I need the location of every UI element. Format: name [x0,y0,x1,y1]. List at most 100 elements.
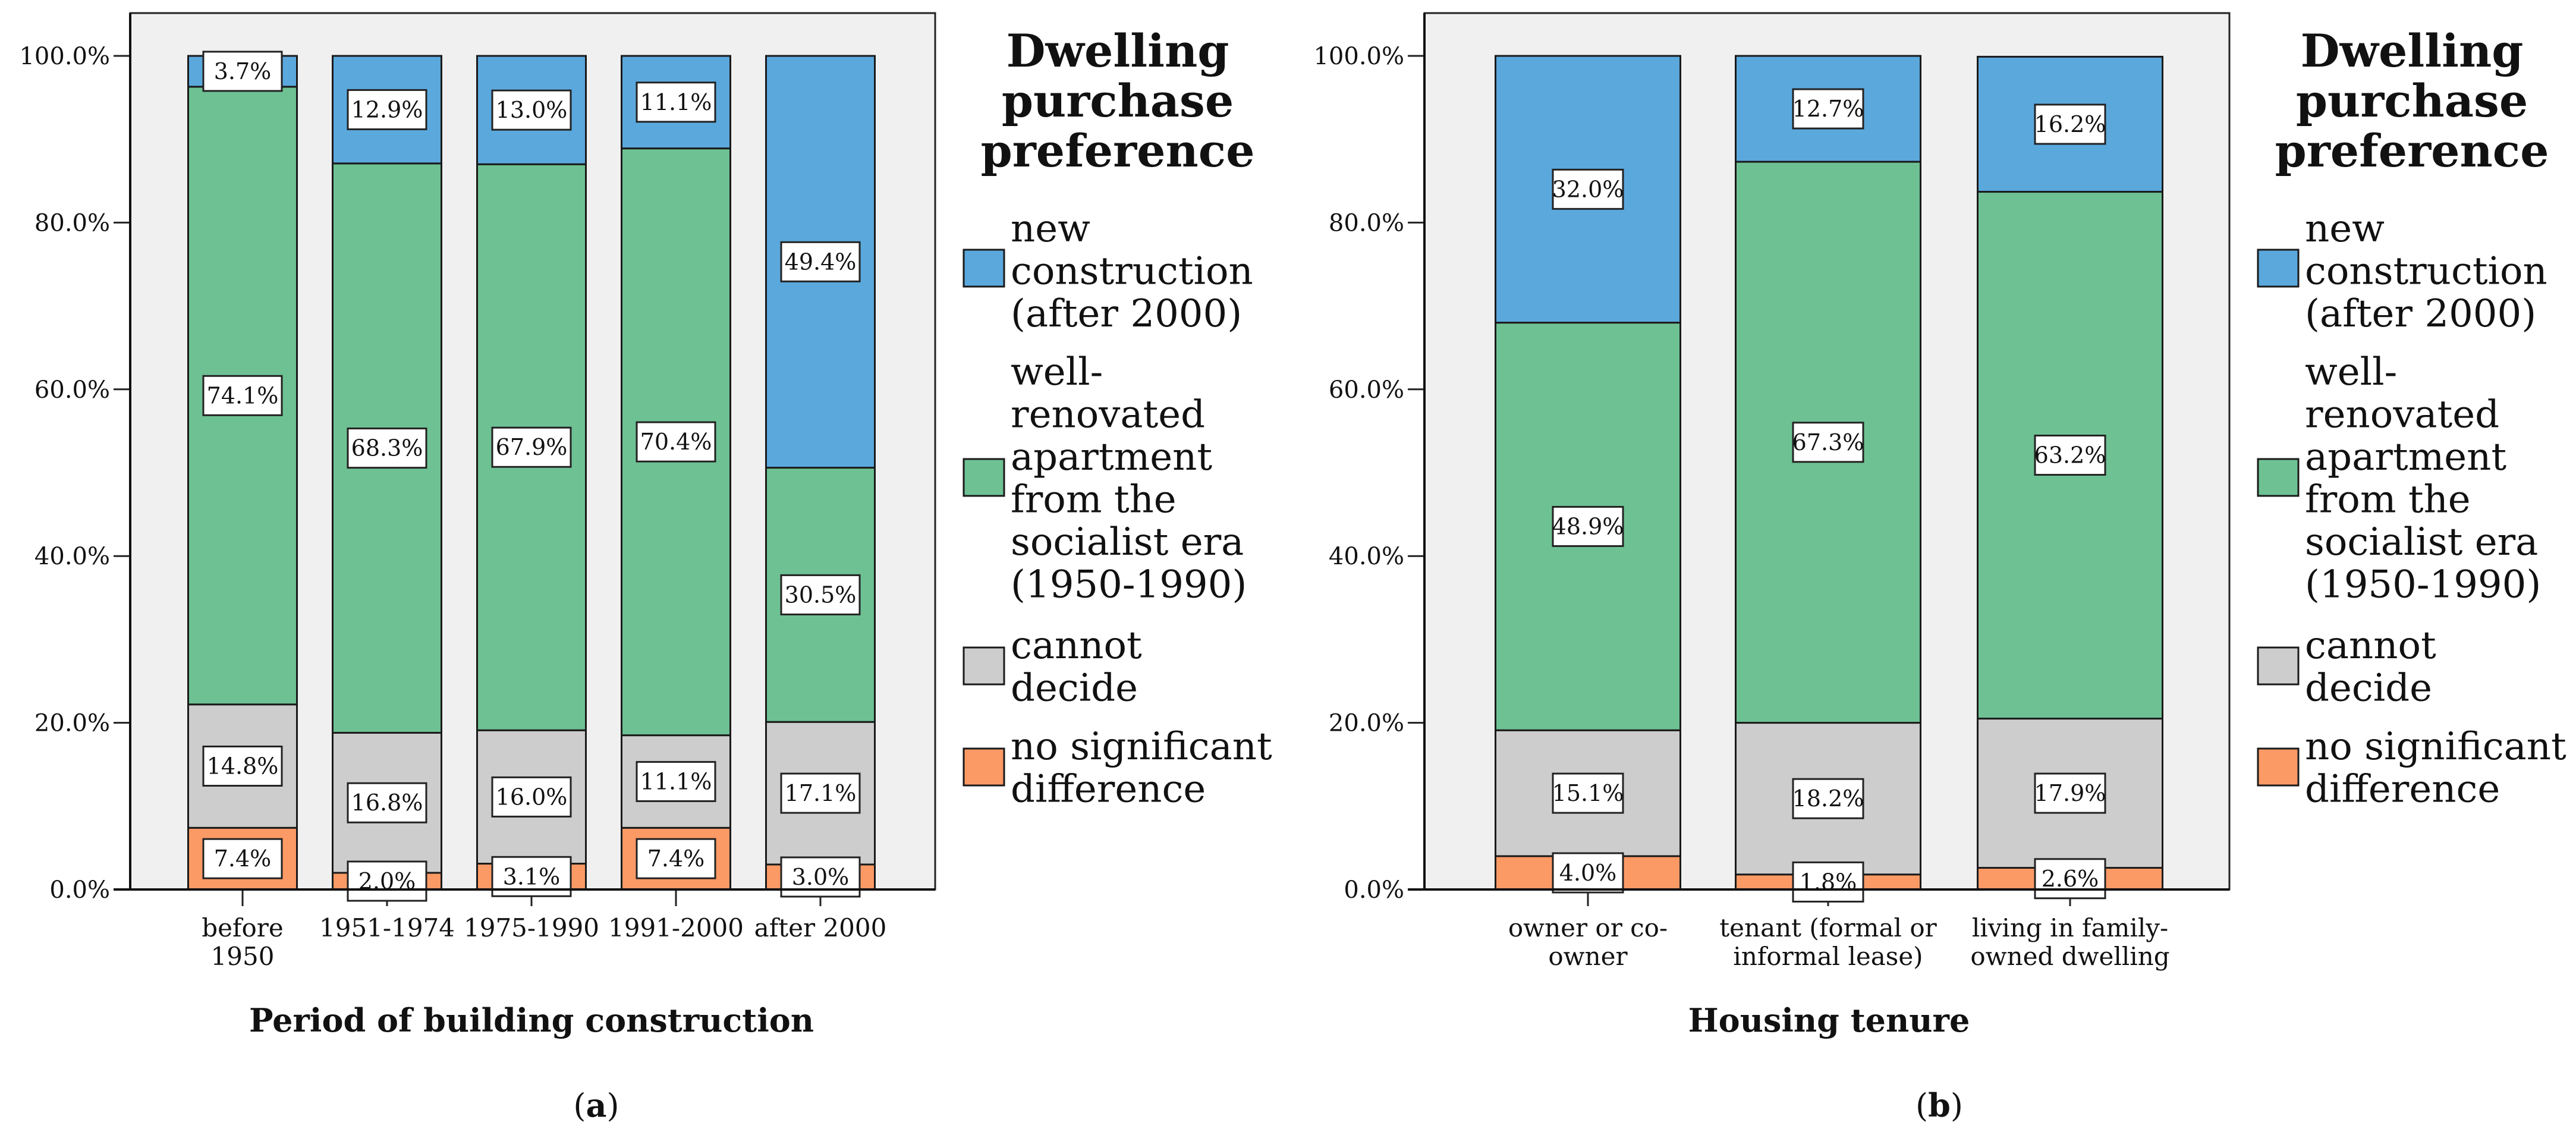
x-axis-title: Housing tenure [1688,1001,1970,1039]
data-label-box [1552,772,1624,814]
legend-title: purchase [1002,74,1234,127]
data-label: 16.8% [351,790,423,816]
data-label: 13.0% [496,97,568,123]
data-label: 18.2% [1792,785,1864,812]
data-label-box [1792,422,1864,463]
data-label-box [1792,88,1864,130]
x-tick-label: 1950 [211,942,275,971]
data-label: 17.1% [785,780,857,806]
y-tick-label: 0.0% [49,876,110,904]
legend-label: socialist era [1011,520,1244,564]
legend-label: difference [2305,768,2500,812]
data-label: 1.8% [1800,869,1857,895]
data-label: 63.2% [2034,442,2106,469]
legend-label: no significant [2305,725,2566,769]
legend-label: apartment [1011,435,1212,479]
legend-swatch [963,747,1005,787]
data-label: 32.0% [1552,176,1624,202]
data-label: 68.3% [351,435,423,461]
data-label-box [1552,505,1624,547]
data-label-box [1552,168,1624,210]
legend-label: (1950-1990) [1011,563,1247,607]
legend-label: from the [1011,478,1177,522]
y-tick-label: 40.0% [1329,543,1404,570]
legend-swatch [963,458,1005,497]
legend-swatch [2257,646,2300,686]
legend-label: cannot [2305,624,2436,668]
legend-label: cannot [1011,624,1142,668]
legend-swatch [2257,458,2300,497]
legend-label: construction [1011,250,1253,294]
data-label: 7.4% [647,845,705,872]
x-tick-label: informal lease) [1733,942,1923,971]
data-label-box [1552,852,1624,894]
data-label-box [2034,858,2106,900]
data-label: 17.9% [2034,780,2106,806]
legend-label: decide [2305,667,2432,711]
legend-label: (after 2000) [2305,292,2536,336]
legend-title: Dwelling [2301,24,2524,77]
y-tick-label: 60.0% [34,376,110,404]
x-tick-label: 1975-1990 [464,913,599,942]
legend-label: new [1011,207,1090,251]
data-label: 15.1% [1552,780,1624,806]
legend-label: renovated [1011,393,1205,437]
y-tick-label: 60.0% [1329,376,1404,404]
x-tick-label: 1951-1974 [319,913,455,942]
data-label: 11.1% [640,89,712,115]
data-label-box [491,89,572,131]
data-label: 67.3% [1792,429,1864,455]
legend-label: from the [2305,478,2471,522]
data-label-box [636,760,716,802]
panel-label: (b) [1916,1086,1963,1124]
data-label: 3.1% [503,863,561,889]
legend-label: difference [1011,768,1206,812]
legend-title: preference [2275,124,2549,177]
legend-label: no significant [1011,725,1272,769]
y-tick-label: 80.0% [34,209,110,237]
y-tick-label: 80.0% [1329,209,1404,237]
legend-title: preference [981,124,1255,177]
data-label: 2.6% [2042,866,2099,892]
y-tick-label: 100.0% [1313,43,1404,70]
data-label-box [347,860,427,902]
data-label: 14.8% [207,753,279,779]
y-tick-label: 20.0% [34,710,110,737]
legend-swatch [963,249,1005,288]
legend-label: construction [2305,250,2547,294]
panel-label: (a) [573,1086,619,1124]
data-label-box [1792,778,1864,819]
data-label-box [347,428,427,469]
x-tick-label: after 2000 [754,913,887,942]
legend-swatch [963,646,1005,686]
data-label: 16.0% [496,784,568,810]
data-label-box [2034,435,2106,476]
data-label-box [202,51,283,92]
data-label: 49.4% [785,249,857,275]
data-label: 48.9% [1552,513,1624,539]
legend-title: Dwelling [1007,24,1229,77]
data-label: 7.4% [214,845,272,872]
legend-label: apartment [2305,435,2506,479]
legend-swatch [2257,747,2300,787]
legend-title: purchase [2296,74,2528,127]
legend-label: renovated [2305,393,2499,437]
y-tick-label: 0.0% [1344,876,1404,904]
data-label: 4.0% [1559,860,1617,886]
data-label-box [780,772,861,814]
data-label: 12.7% [1792,96,1864,122]
data-label: 67.9% [496,434,568,460]
y-tick-label: 100.0% [19,43,110,70]
chart-panel-b: 0.0% 20.0% 40.0% 60.0% 80.0% 100.0% 4.0% 15.1% 4… [1313,12,2566,1124]
data-label-box [2034,772,2106,814]
data-label-box [780,574,861,615]
data-label-box [347,89,427,130]
